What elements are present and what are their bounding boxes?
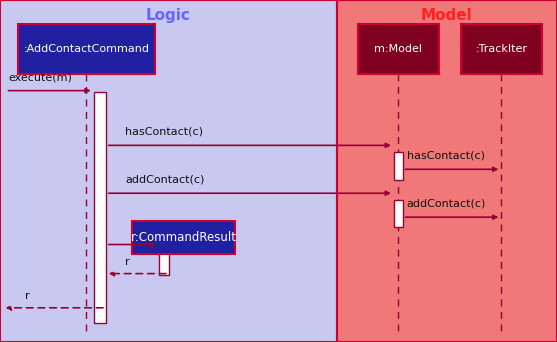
Text: hasContact(c): hasContact(c) xyxy=(407,151,485,161)
Text: Logic: Logic xyxy=(146,8,191,23)
Text: hasContact(c): hasContact(c) xyxy=(125,127,203,137)
Bar xyxy=(133,222,236,254)
Bar xyxy=(94,92,106,323)
Bar xyxy=(358,24,439,74)
Bar xyxy=(18,24,154,74)
Bar xyxy=(461,24,541,74)
Text: r: r xyxy=(25,291,30,301)
Text: addContact(c): addContact(c) xyxy=(407,199,486,209)
Bar xyxy=(159,248,169,275)
Text: addContact(c): addContact(c) xyxy=(125,175,205,185)
Text: execute(m): execute(m) xyxy=(8,72,72,82)
Text: m:Model: m:Model xyxy=(374,44,422,54)
Bar xyxy=(0,0,337,342)
Bar xyxy=(394,152,403,180)
Text: r: r xyxy=(125,257,130,267)
Text: :AddContactCommand: :AddContactCommand xyxy=(23,44,149,54)
Bar xyxy=(394,200,403,227)
Bar xyxy=(337,0,557,342)
Bar xyxy=(0,0,337,342)
Text: r:CommandResult: r:CommandResult xyxy=(131,231,237,244)
Text: Model: Model xyxy=(421,8,473,23)
Text: :TrackIter: :TrackIter xyxy=(475,44,527,54)
